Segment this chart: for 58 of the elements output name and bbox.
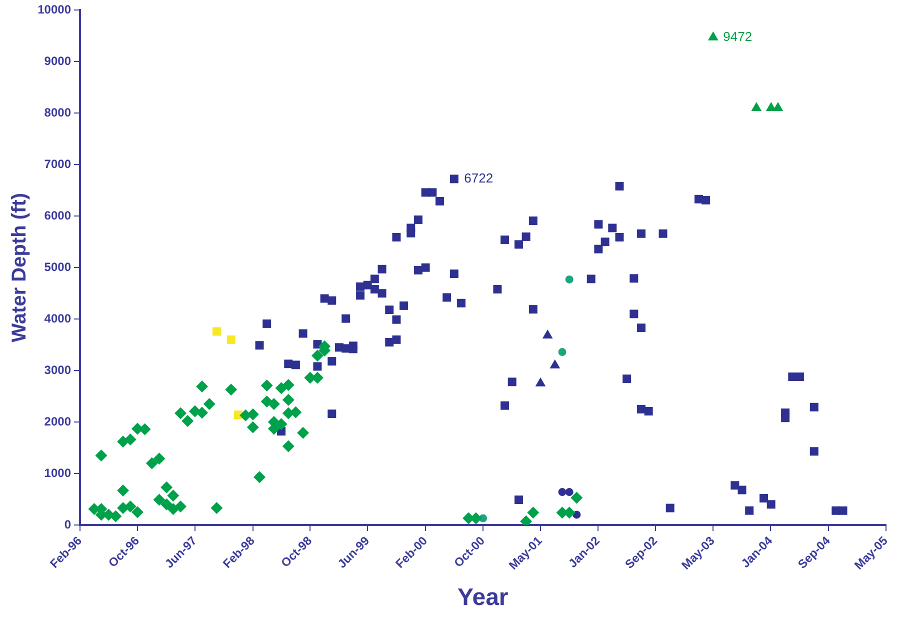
point: [542, 330, 553, 339]
y-tick-label: 3000: [44, 362, 72, 377]
y-tick-label: 10000: [38, 2, 72, 17]
point: [117, 484, 130, 497]
x-axis-title: Year: [458, 584, 508, 612]
point: [246, 421, 259, 434]
point: [565, 275, 574, 284]
point: [527, 506, 540, 519]
point: [558, 488, 566, 496]
point: [570, 492, 583, 504]
point: [167, 490, 180, 502]
point: [131, 506, 144, 518]
point: [210, 502, 223, 514]
point: [225, 384, 238, 396]
point: [167, 503, 180, 516]
point: [182, 415, 194, 428]
point: [174, 407, 187, 420]
point: [226, 335, 236, 344]
point: [565, 488, 574, 496]
point: [708, 31, 718, 40]
y-tick-label: 9000: [44, 54, 72, 68]
point: [124, 434, 136, 446]
point: [282, 378, 294, 391]
point: [558, 348, 566, 356]
point: [535, 377, 546, 386]
point: [196, 406, 208, 419]
point: [550, 359, 560, 368]
point: [160, 498, 173, 510]
point: [153, 452, 166, 465]
point: [297, 426, 310, 439]
y-tick-label: 2000: [44, 414, 72, 428]
y-tick-label: 0: [64, 517, 72, 532]
y-axis-title: Water Depth (ft): [8, 192, 31, 342]
point: [95, 450, 108, 462]
point: [196, 380, 208, 393]
point: [275, 418, 288, 430]
point: [282, 394, 294, 406]
y-tick-label: 8000: [44, 105, 72, 120]
y-tick-label: 7000: [44, 156, 72, 171]
point: [572, 510, 581, 519]
annotation: 6722: [464, 170, 494, 186]
y-tick-label: 5000: [44, 260, 72, 274]
point: [153, 494, 166, 506]
point: [160, 481, 173, 494]
point: [282, 440, 294, 452]
point: [146, 457, 158, 470]
point: [203, 398, 216, 410]
y-tick-label: 1000: [44, 466, 72, 480]
point: [212, 327, 221, 336]
point: [260, 379, 273, 392]
annotation: 9472: [723, 28, 752, 44]
y-tick-label: 6000: [44, 208, 72, 222]
point: [311, 350, 324, 362]
y-tick-label: 4000: [44, 311, 72, 326]
point: [268, 398, 280, 410]
point: [174, 500, 187, 512]
point: [254, 471, 266, 484]
point: [751, 102, 762, 112]
